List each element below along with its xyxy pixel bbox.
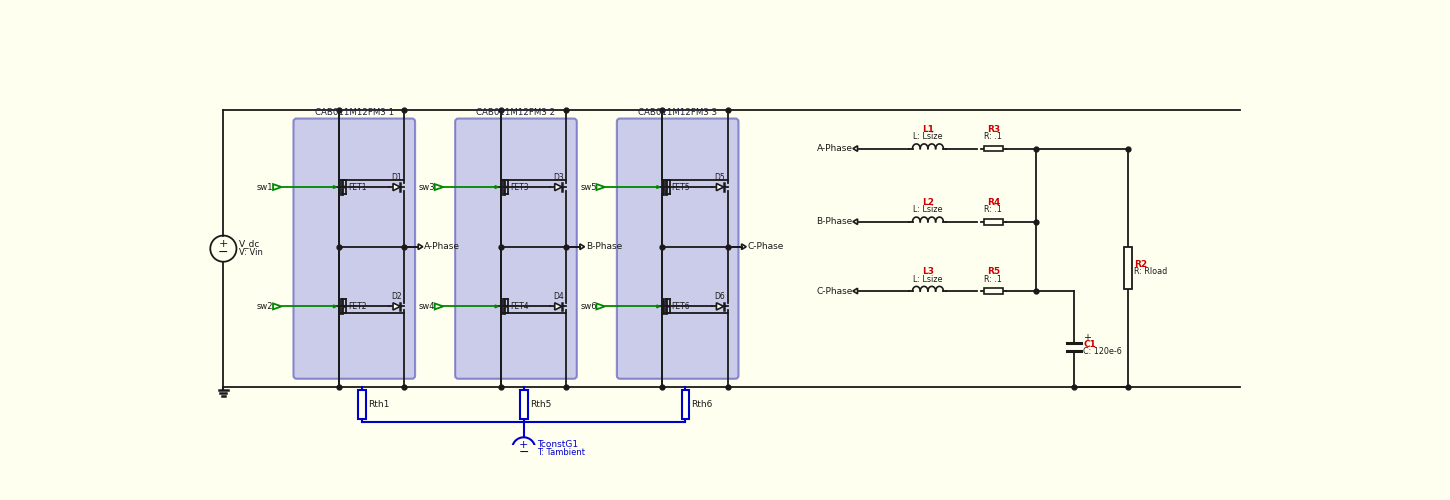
Text: A-Phase: A-Phase	[425, 242, 460, 251]
Text: L1: L1	[922, 125, 934, 134]
Text: L2: L2	[922, 198, 934, 207]
Text: R2: R2	[1134, 260, 1147, 268]
Polygon shape	[494, 186, 499, 188]
Text: FET5: FET5	[671, 182, 690, 192]
FancyBboxPatch shape	[293, 118, 415, 379]
Text: CAB011M12FM3 3: CAB011M12FM3 3	[638, 108, 718, 117]
Text: CAB011M12FM3 2: CAB011M12FM3 2	[477, 108, 555, 117]
Polygon shape	[344, 186, 347, 188]
Text: FET4: FET4	[510, 302, 529, 311]
Text: Rth1: Rth1	[368, 400, 390, 409]
Polygon shape	[657, 305, 660, 308]
Text: B-Phase: B-Phase	[816, 217, 853, 226]
Text: D1: D1	[392, 173, 402, 182]
Text: V_dc: V_dc	[239, 239, 260, 248]
Polygon shape	[716, 303, 724, 310]
Text: B-Phase: B-Phase	[586, 242, 622, 251]
Polygon shape	[494, 305, 499, 308]
Text: R: .1: R: .1	[985, 132, 1002, 141]
Polygon shape	[716, 184, 724, 190]
Text: sw3: sw3	[419, 182, 435, 192]
Polygon shape	[555, 303, 563, 310]
Polygon shape	[505, 306, 507, 308]
Text: +: +	[219, 239, 228, 249]
Text: TconstG1: TconstG1	[538, 440, 579, 449]
Text: FET6: FET6	[671, 302, 690, 311]
Text: L: Lsize: L: Lsize	[914, 274, 942, 283]
Text: sw2: sw2	[257, 302, 274, 311]
Text: R5: R5	[987, 268, 1000, 276]
Text: D4: D4	[552, 292, 564, 302]
Text: T: Tambient: T: Tambient	[538, 448, 586, 457]
Text: C-Phase: C-Phase	[748, 242, 784, 251]
Text: D6: D6	[715, 292, 725, 302]
Bar	[519, 390, 528, 419]
Text: D3: D3	[552, 173, 564, 182]
Polygon shape	[667, 186, 670, 188]
Polygon shape	[667, 306, 670, 308]
Text: C-Phase: C-Phase	[816, 286, 853, 296]
Polygon shape	[505, 186, 507, 188]
Text: L: Lsize: L: Lsize	[914, 206, 942, 214]
Bar	[682, 390, 689, 419]
Text: A-Phase: A-Phase	[816, 144, 853, 153]
Text: +: +	[519, 440, 528, 450]
Bar	[985, 219, 1002, 224]
Polygon shape	[334, 305, 336, 308]
FancyBboxPatch shape	[616, 118, 738, 379]
Text: L3: L3	[922, 268, 934, 276]
Text: C: 120e-6: C: 120e-6	[1083, 347, 1122, 356]
Text: sw4: sw4	[419, 302, 435, 311]
Polygon shape	[334, 186, 336, 188]
Polygon shape	[657, 186, 660, 188]
Text: V: Vin: V: Vin	[239, 248, 262, 257]
Text: −: −	[218, 246, 229, 260]
Text: D2: D2	[392, 292, 402, 302]
Text: sw1: sw1	[257, 182, 274, 192]
Text: −: −	[519, 446, 529, 459]
FancyBboxPatch shape	[455, 118, 577, 379]
Text: FET3: FET3	[510, 182, 529, 192]
Text: FET1: FET1	[348, 182, 367, 192]
Polygon shape	[344, 306, 347, 308]
Bar	[358, 390, 365, 419]
Text: R: .1: R: .1	[985, 274, 1002, 283]
Text: C1: C1	[1083, 340, 1096, 349]
Text: D5: D5	[715, 173, 725, 182]
Text: sw6: sw6	[580, 302, 597, 311]
Polygon shape	[393, 184, 400, 190]
Bar	[985, 146, 1002, 152]
Text: FET2: FET2	[348, 302, 367, 311]
Text: Rth5: Rth5	[529, 400, 551, 409]
Bar	[1124, 246, 1132, 289]
Text: R3: R3	[987, 125, 1000, 134]
Text: R4: R4	[987, 198, 1000, 207]
Text: +: +	[1083, 332, 1090, 342]
Text: R: .1: R: .1	[985, 206, 1002, 214]
Text: sw5: sw5	[580, 182, 597, 192]
Text: Rth6: Rth6	[692, 400, 713, 409]
Text: CAB011M12FM3 1: CAB011M12FM3 1	[315, 108, 394, 117]
Text: L: Lsize: L: Lsize	[914, 132, 942, 141]
Text: R: Rload: R: Rload	[1134, 267, 1167, 276]
Polygon shape	[555, 184, 563, 190]
Bar	[985, 288, 1002, 294]
Polygon shape	[393, 303, 400, 310]
